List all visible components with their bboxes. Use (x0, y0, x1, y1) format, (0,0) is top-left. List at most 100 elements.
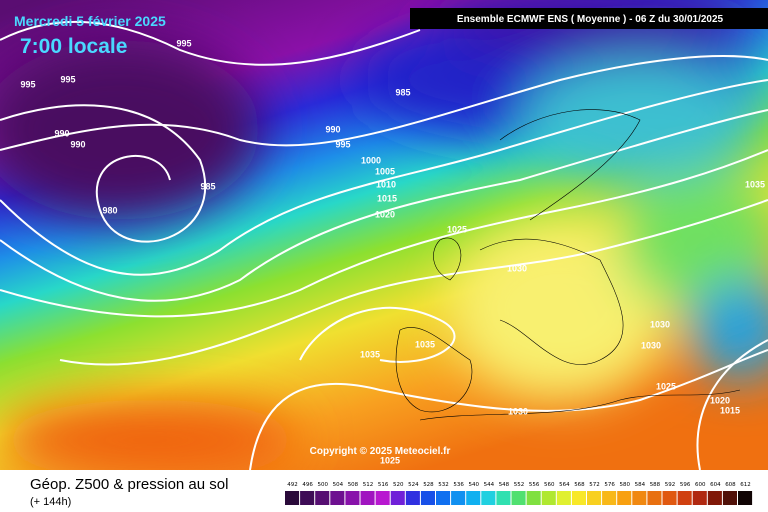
scale-swatch (722, 491, 737, 505)
scale-label: 532 (438, 482, 449, 488)
scale-label: 604 (710, 482, 721, 488)
scale-label: 608 (725, 482, 736, 488)
scale-label: 524 (408, 482, 419, 488)
scale-label: 564 (559, 482, 570, 488)
isobar-label: 990 (70, 139, 85, 149)
scale-label: 536 (453, 482, 464, 488)
scale-swatch (707, 491, 722, 505)
isobar-label: 995 (335, 139, 350, 149)
isobar-label: 990 (54, 128, 69, 138)
scale-label: 600 (695, 482, 706, 488)
scale-swatch (587, 491, 602, 505)
isobar-label: 995 (20, 79, 35, 89)
scale-swatch (360, 491, 375, 505)
isobars (0, 20, 768, 471)
isobar-label: 1035 (360, 349, 380, 359)
scale-swatch (330, 491, 345, 505)
scale-label: 556 (529, 482, 540, 488)
scale-label: 544 (484, 482, 495, 488)
isobar-label: 980 (102, 205, 117, 215)
isobar-label: 1015 (720, 405, 740, 415)
isobar-label: 1020 (375, 209, 395, 219)
scale-swatch (647, 491, 662, 505)
forecast-range: (+ 144h) (30, 496, 71, 508)
scale-swatch (556, 491, 571, 505)
scale-label: 572 (589, 482, 600, 488)
scale-label: 548 (499, 482, 510, 488)
footer-title: Géop. Z500 & pression au sol (30, 476, 228, 493)
model-info: Ensemble ECMWF ENS ( Moyenne ) - 06 Z du… (457, 14, 724, 25)
isobar-label: 1025 (447, 224, 467, 234)
scale-swatch (466, 491, 481, 505)
scale-swatch (526, 491, 541, 505)
scale-swatch (451, 491, 466, 505)
copyright: Copyright © 2025 Meteociel.fr (310, 446, 451, 457)
scale-swatch (632, 491, 647, 505)
scale-label: 576 (604, 482, 615, 488)
scale-label: 504 (333, 482, 344, 488)
scale-swatch (692, 491, 707, 505)
scale-label: 552 (514, 482, 525, 488)
isobar-label: 1010 (376, 179, 396, 189)
scale-label: 512 (363, 482, 374, 488)
scale-swatch (602, 491, 617, 505)
scale-swatch (571, 491, 586, 505)
scale-swatch (285, 491, 300, 505)
scale-label: 584 (635, 482, 646, 488)
model-banner (410, 8, 768, 29)
scale-label: 580 (620, 482, 631, 488)
scale-label: 500 (318, 482, 329, 488)
isobar-label: 1030 (507, 263, 527, 273)
isobar-label: 990 (325, 124, 340, 134)
scale-label: 516 (378, 482, 389, 488)
isobar-label: 985 (200, 181, 215, 191)
isobar-label: 1015 (377, 193, 397, 203)
isobar-label: 1005 (375, 166, 395, 176)
scale-label: 568 (574, 482, 585, 488)
scale-swatch (436, 491, 451, 505)
scale-swatch (496, 491, 511, 505)
scale-swatch (738, 491, 753, 505)
isobar-label: 1030 (508, 406, 528, 416)
isobar-label: 1030 (641, 340, 661, 350)
scale-label: 596 (680, 482, 691, 488)
scale-swatch (481, 491, 496, 505)
isobar-label: 1020 (710, 395, 730, 405)
coastlines (395, 109, 741, 421)
scale-label: 528 (423, 482, 434, 488)
scale-swatch (300, 491, 315, 505)
local-time: 7:00 locale (20, 35, 127, 58)
scale-swatch (511, 491, 526, 505)
isobar-label: 985 (395, 87, 410, 97)
scale-swatch (617, 491, 632, 505)
scale-label: 560 (544, 482, 555, 488)
isobar-label: 1025 (380, 455, 400, 465)
scale-swatch (662, 491, 677, 505)
scale-label: 508 (348, 482, 359, 488)
scale-swatch (375, 491, 390, 505)
scale-swatch (345, 491, 360, 505)
scale-label: 612 (740, 482, 751, 488)
isobar-label: 1025 (656, 381, 676, 391)
scale-label: 540 (469, 482, 480, 488)
scale-label: 492 (287, 482, 298, 488)
isobar-label: 1035 (415, 339, 435, 349)
scale-swatch (677, 491, 692, 505)
isobar-label: 1035 (745, 179, 765, 189)
scale-label: 520 (393, 482, 404, 488)
scale-swatch (390, 491, 405, 505)
scale-swatch (420, 491, 435, 505)
scale-label: 496 (302, 482, 313, 488)
isobar-label: 995 (60, 74, 75, 84)
field-shading (0, 0, 768, 480)
scale-label: 592 (665, 482, 676, 488)
isobar-label: 1030 (650, 319, 670, 329)
scale-swatch (405, 491, 420, 505)
scale-label: 588 (650, 482, 661, 488)
date: Mercredi 5 février 2025 (14, 13, 166, 29)
scale-swatch (315, 491, 330, 505)
isobar-label: 1000 (361, 155, 381, 165)
scale-swatch (541, 491, 556, 505)
